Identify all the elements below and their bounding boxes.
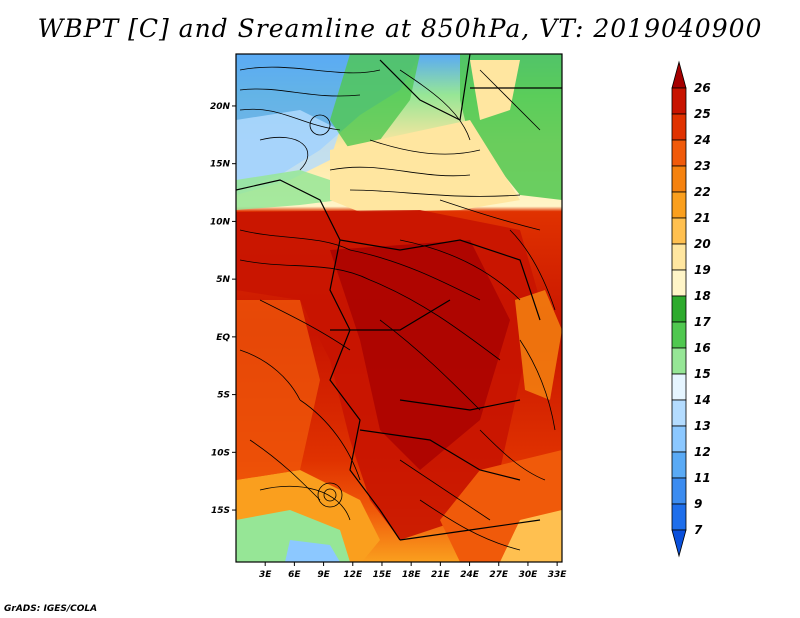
colorbar-label: 21 (694, 211, 711, 225)
colorbar-label: 15 (694, 367, 711, 381)
colorbar-swatch (671, 477, 687, 505)
colorbar-label: 7 (694, 523, 703, 537)
colorbar-swatch (671, 243, 687, 271)
colorbar-swatch (671, 295, 687, 323)
colorbar-label: 13 (694, 419, 711, 433)
colorbar-label: 19 (694, 263, 711, 277)
country-borders (236, 54, 562, 541)
footer-credit: GrADS: IGES/COLA (4, 604, 98, 614)
colorbar-swatch (671, 139, 687, 167)
lat-tick-label: 5S (217, 391, 230, 401)
colorbar-label: 25 (694, 107, 711, 121)
colorbar-label: 9 (694, 497, 702, 511)
colorbar-swatch (671, 217, 687, 245)
map-title: WBPT [C] and Sreamline at 850hPa, VT: 20… (37, 14, 763, 43)
lat-tick-label: EQ (216, 333, 230, 343)
streamlines (239, 66, 556, 551)
lon-tick-label: 3E (259, 570, 272, 580)
lon-tick-label: 18E (402, 570, 422, 580)
colorbar-swatch (671, 113, 687, 141)
colorbar-swatch (671, 269, 687, 297)
lat-tick-label: 15N (210, 160, 231, 170)
lon-tick-label: 24E (460, 570, 480, 580)
lon-tick-label: 27E (489, 570, 509, 580)
lon-tick-label: 9E (317, 570, 330, 580)
colorbar-label: 26 (694, 81, 711, 95)
colorbar-label: 14 (694, 393, 711, 407)
colorbar-swatch (671, 60, 687, 89)
colorbar-swatch (671, 321, 687, 349)
colorbar-swatch (671, 87, 687, 115)
colorbar-swatch (671, 399, 687, 427)
map-frame (235, 53, 563, 563)
colorbar-label: 11 (694, 471, 711, 485)
colorbar: 26 25 24 23 22 21 20 19 18 17 16 15 14 13 12 11 9 7 (671, 60, 711, 558)
lon-tick-label: 12E (343, 570, 363, 580)
colorbar-label: 18 (694, 289, 711, 303)
lon-tick-label: 33E (548, 570, 568, 580)
colorbar-swatch (671, 451, 687, 479)
lat-tick-label: 10S (211, 448, 230, 458)
colorbar-swatch (671, 347, 687, 375)
colorbar-label: 20 (694, 237, 711, 251)
colorbar-label: 23 (694, 159, 711, 173)
colorbar-label: 24 (694, 133, 711, 147)
lat-tick-label: 20N (210, 102, 231, 112)
lon-tick-label: 21E (431, 570, 451, 580)
lat-tick-label: 5N (216, 275, 230, 285)
colorbar-swatch (671, 425, 687, 453)
lon-tick-label: 15E (373, 570, 393, 580)
colorbar-label: 17 (694, 315, 711, 329)
colorbar-swatch (671, 165, 687, 193)
longitude-axis: 3E 6E 9E 12E 15E 18E 21E 24E 27E 30E 33E (259, 562, 567, 580)
latitude-axis: 20N 15N 10N 5N EQ 5S 10S 15S (210, 102, 236, 516)
colorbar-swatch (671, 373, 687, 401)
lat-tick-label: 15S (211, 506, 230, 516)
colorbar-label: 12 (694, 445, 711, 459)
lat-tick-label: 10N (210, 217, 231, 227)
wbpt-field (236, 54, 562, 562)
colorbar-label: 22 (694, 185, 711, 199)
colorbar-swatch (671, 503, 687, 531)
lon-tick-label: 30E (519, 570, 539, 580)
colorbar-swatch (671, 191, 687, 219)
colorbar-label: 16 (694, 341, 711, 355)
lon-tick-label: 6E (288, 570, 301, 580)
colorbar-swatch (671, 529, 687, 558)
